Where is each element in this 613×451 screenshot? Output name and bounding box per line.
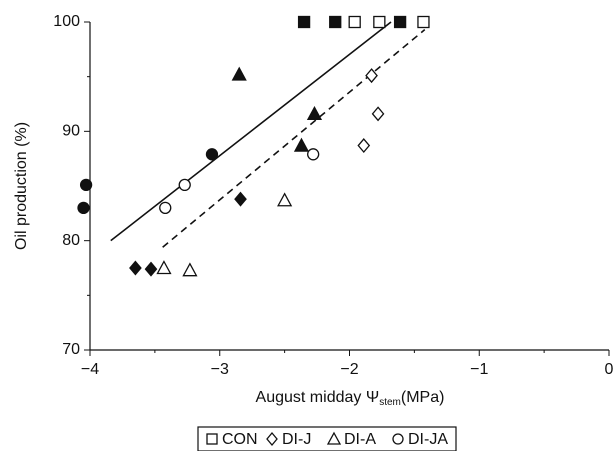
x-tick-label: 0 — [605, 361, 613, 378]
point — [365, 68, 378, 84]
point — [144, 261, 158, 277]
x-tick-label: −2 — [340, 361, 358, 378]
x-tick-label: −3 — [211, 361, 229, 378]
point — [277, 192, 293, 207]
y-tick-label: 90 — [62, 123, 80, 140]
point — [306, 105, 323, 120]
y-axis-label: Oil production (%) — [13, 122, 30, 250]
point — [371, 106, 385, 122]
point — [234, 191, 247, 207]
legend-marker — [392, 433, 404, 445]
point — [357, 138, 371, 154]
point — [329, 15, 342, 29]
point — [156, 260, 172, 275]
legend-label: DI-A — [344, 431, 376, 448]
legend-marker — [206, 433, 218, 445]
point — [79, 178, 93, 192]
point — [293, 137, 310, 152]
x-label-main: August midday Ψ — [256, 389, 380, 406]
y-tick-label: 100 — [53, 13, 80, 30]
point — [393, 15, 407, 29]
fit-line — [110, 21, 392, 242]
x-tick-label: −1 — [470, 361, 488, 378]
fit-line — [162, 29, 426, 248]
y-tick-label: 70 — [62, 341, 80, 358]
legend-marker — [326, 431, 342, 445]
point — [129, 260, 142, 276]
legend-label: DI-JA — [408, 431, 448, 448]
point — [231, 66, 247, 81]
legend: CON DI-J DI-A DI-JA — [222, 431, 448, 448]
legend-box — [197, 426, 457, 451]
point — [417, 15, 430, 29]
point — [178, 178, 191, 192]
x-label-sub: stem — [379, 397, 401, 408]
legend-label: DI-J — [282, 431, 311, 448]
point — [297, 15, 311, 29]
x-axis-label: August midday Ψstem(MPa) — [256, 389, 445, 407]
legend-label: CON — [222, 431, 258, 448]
point — [205, 148, 219, 161]
point — [77, 201, 90, 215]
y-tick-label: 80 — [62, 232, 80, 249]
point — [348, 15, 361, 29]
point — [159, 201, 172, 215]
point — [307, 148, 320, 161]
point — [373, 15, 386, 29]
x-label-unit: (MPa) — [401, 389, 445, 406]
x-tick-label: −4 — [81, 361, 99, 378]
point — [182, 262, 198, 277]
legend-marker — [266, 431, 278, 447]
